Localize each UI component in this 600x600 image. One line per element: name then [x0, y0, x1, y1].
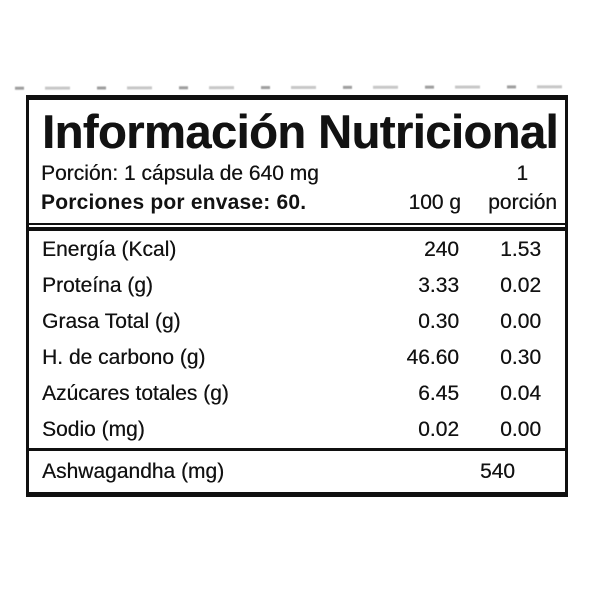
serving-size-text: Porción: 1 cápsula de 640 mg	[41, 162, 319, 185]
nutrient-name: Energía (Kcal)	[42, 238, 177, 261]
value-per-serving: 0.00	[500, 418, 541, 441]
nutrition-label-box: Información Nutricional Porción: 1 cápsu…	[26, 95, 568, 497]
label-header: Información Nutricional Porción: 1 cápsu…	[29, 100, 565, 225]
value-per-100g: 0.30	[418, 310, 459, 333]
footer-divider	[29, 448, 565, 451]
nutrient-name: Azúcares totales (g)	[42, 382, 229, 405]
column-header-100g: 100 g	[408, 191, 461, 214]
nutrient-name: Proteína (g)	[42, 274, 153, 297]
nutrient-name: Grasa Total (g)	[42, 310, 181, 333]
table-row: Azúcares totales (g) 6.45 0.04	[42, 376, 541, 412]
table-row: Sodio (mg) 0.02 0.00	[42, 412, 541, 448]
value-per-100g: 46.60	[406, 346, 459, 369]
header-divider	[29, 227, 565, 231]
column-header-porcion-line1: 1	[516, 162, 528, 185]
table-row: Proteína (g) 3.33 0.02	[42, 268, 541, 304]
nutrient-name: Ashwagandha (mg)	[42, 459, 225, 483]
value-per-100g: 6.45	[418, 382, 459, 405]
footer-row: Ashwagandha (mg) 540	[29, 451, 565, 492]
value-per-100g: 240	[423, 238, 459, 261]
column-header-porcion-line2: porción	[488, 191, 557, 214]
scan-artifact-line	[14, 85, 578, 90]
value-per-serving: 0.02	[500, 274, 541, 297]
label-title: Información Nutricional	[42, 105, 559, 158]
value-per-100g: 0.02	[418, 418, 459, 441]
table-row: H. de carbono (g) 46.60 0.30	[42, 340, 541, 376]
value-per-serving: 1.53	[500, 238, 541, 261]
table-row: Energía (Kcal) 240 1.53	[42, 232, 541, 268]
value-per-serving: 540	[479, 459, 515, 483]
label-subheader: Porción: 1 cápsula de 640 mg 1 Porciones…	[41, 159, 557, 217]
value-per-serving: 0.30	[500, 346, 541, 369]
value-per-100g: 3.33	[418, 274, 459, 297]
servings-per-container-text: Porciones por envase: 60.	[41, 191, 307, 214]
table-row: Grasa Total (g) 0.30 0.00	[42, 304, 541, 340]
nutrient-name: Sodio (mg)	[42, 418, 145, 441]
nutrient-name: H. de carbono (g)	[42, 346, 206, 369]
nutrient-table: Energía (Kcal) 240 1.53 Proteína (g) 3.3…	[29, 231, 565, 448]
value-per-serving: 0.00	[500, 310, 541, 333]
value-per-serving: 0.04	[500, 382, 541, 405]
